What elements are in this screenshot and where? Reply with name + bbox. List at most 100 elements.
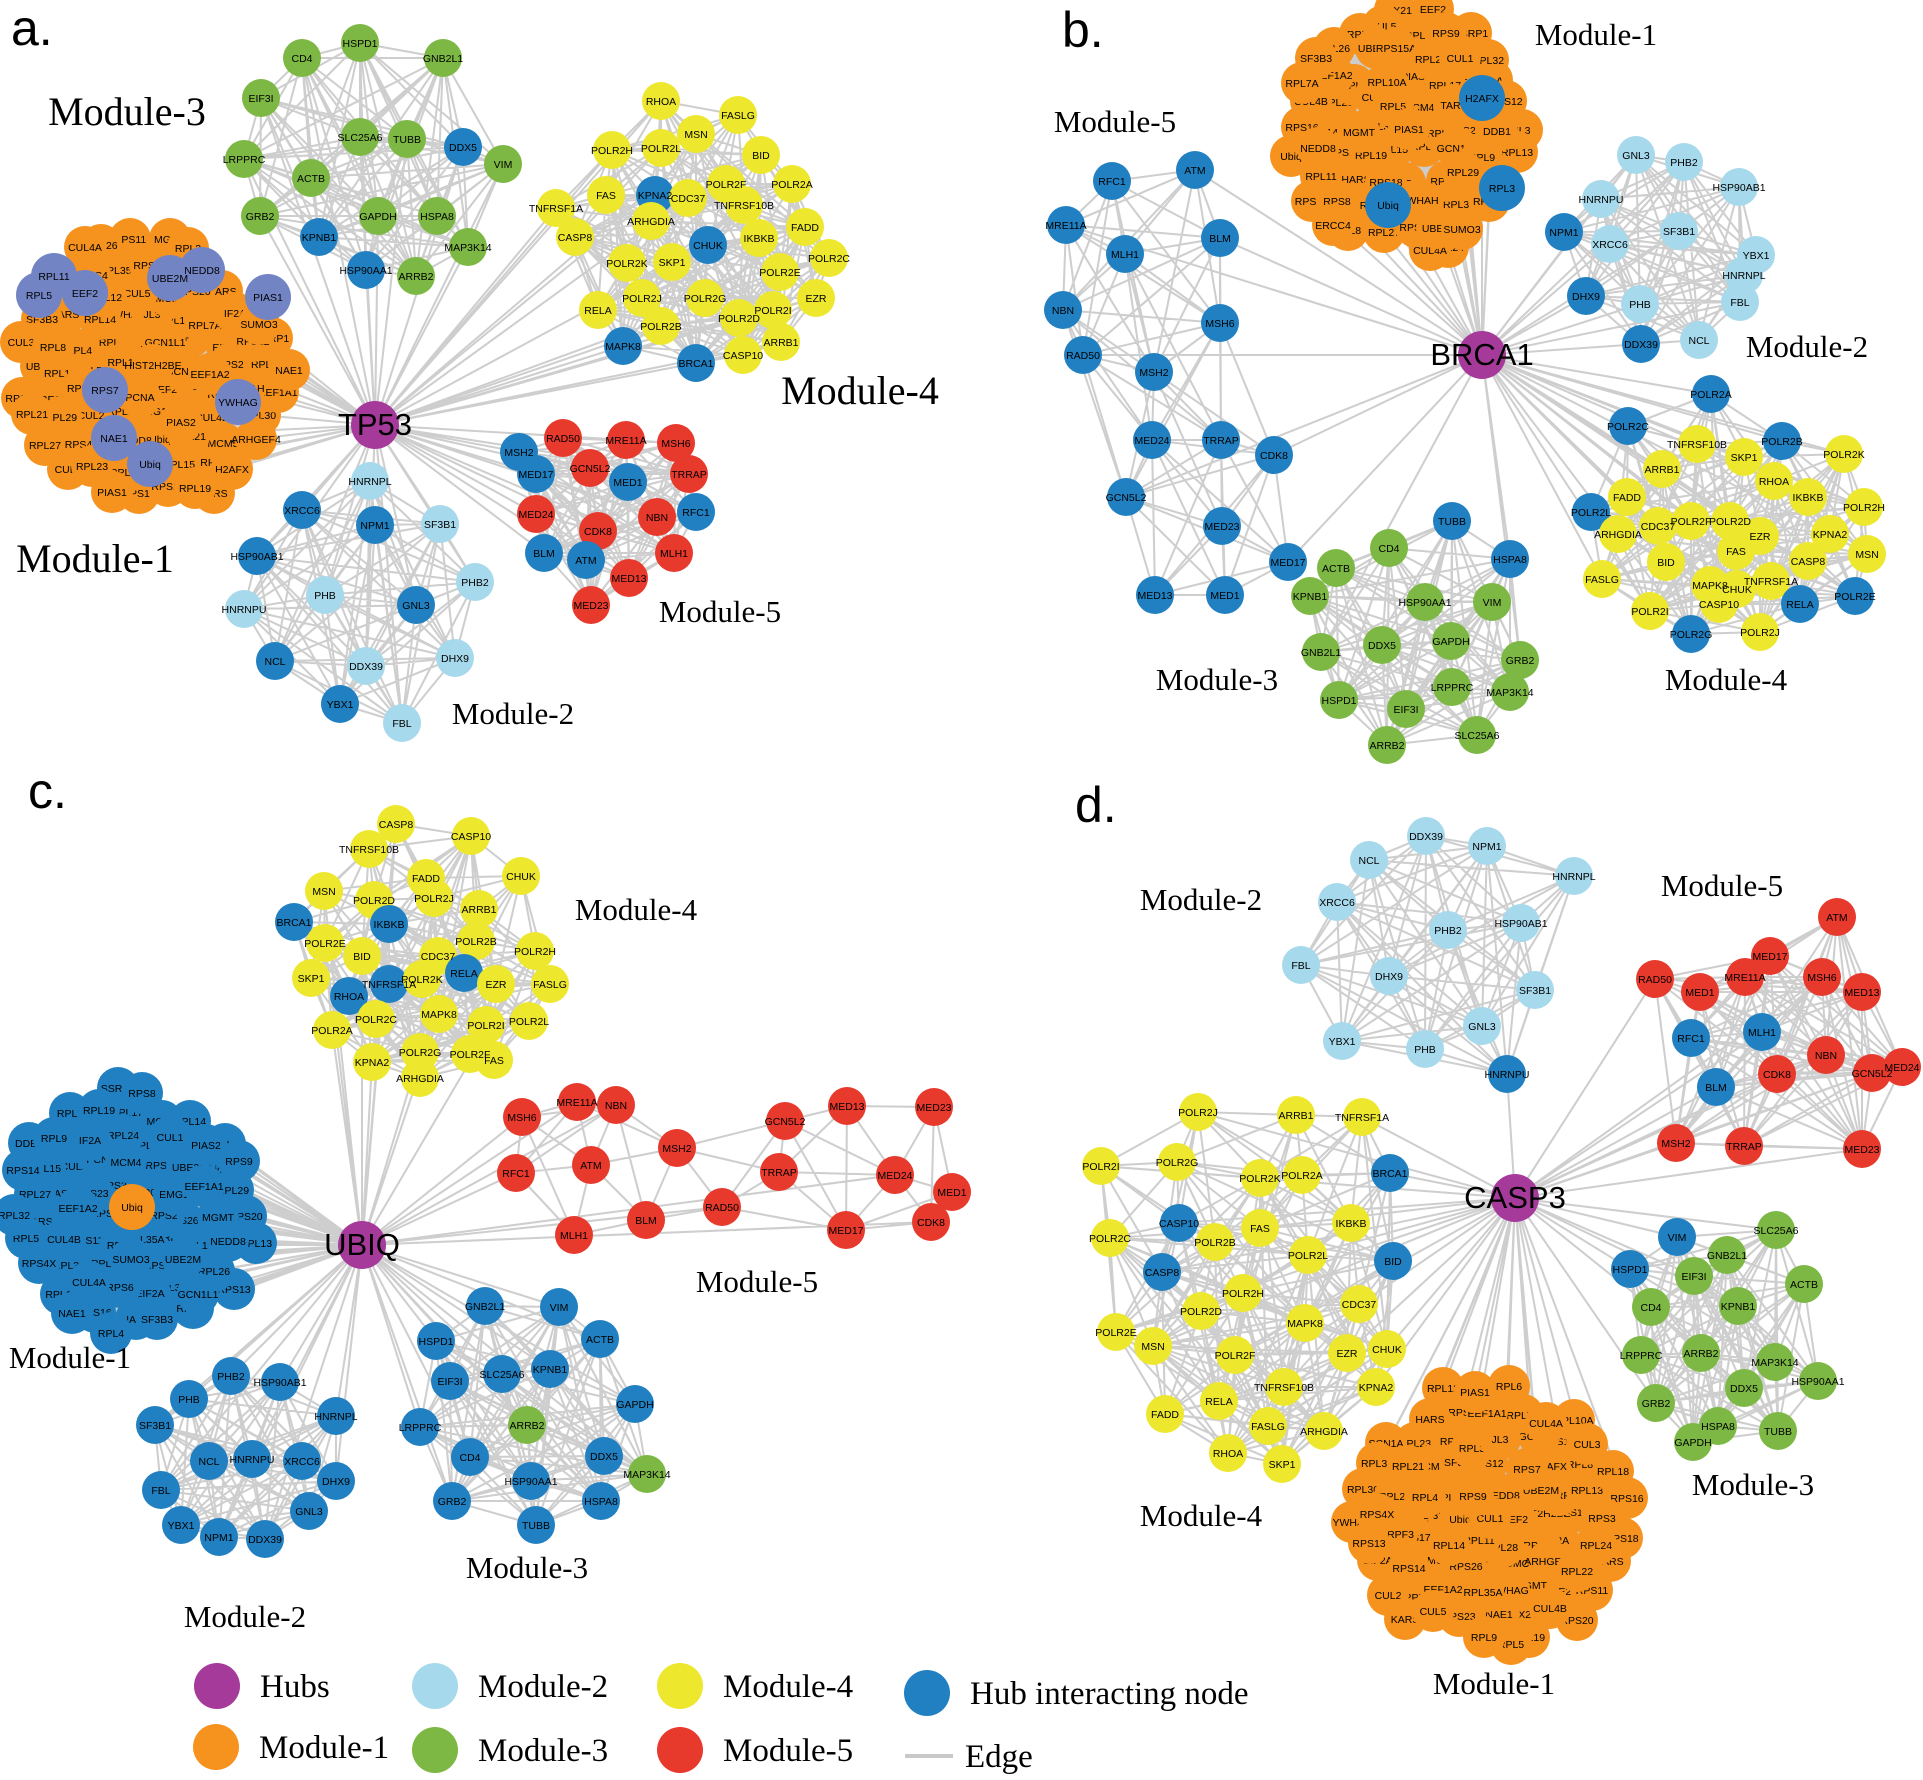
svg-text:CUL3: CUL3 [8,337,35,349]
svg-text:DDX5: DDX5 [1368,640,1396,652]
svg-text:PHB: PHB [1414,1044,1436,1056]
svg-text:RPS7: RPS7 [1513,1464,1541,1476]
svg-text:RFC1: RFC1 [682,507,710,519]
svg-text:DDX39: DDX39 [349,661,383,673]
svg-text:CUL4B: CUL4B [1533,1603,1567,1615]
svg-text:HSP90AA1: HSP90AA1 [1791,1376,1844,1388]
svg-text:POLR2F: POLR2F [450,1049,491,1061]
svg-text:KPNA2: KPNA2 [1359,1382,1394,1394]
svg-text:RPL24: RPL24 [1580,1540,1612,1552]
svg-text:RPL22: RPL22 [1561,1566,1593,1578]
svg-text:MSH2: MSH2 [1661,1138,1690,1150]
svg-text:RPS14: RPS14 [6,1165,39,1177]
svg-text:CHUK: CHUK [506,871,536,883]
svg-text:ATM: ATM [580,1160,601,1172]
svg-text:KPNB1: KPNB1 [302,232,337,244]
svg-text:RPL29: RPL29 [217,1185,249,1197]
svg-text:POLR2J: POLR2J [1740,627,1780,639]
svg-text:ARRB1: ARRB1 [1644,464,1679,476]
svg-text:TNFRSF1A: TNFRSF1A [529,203,583,215]
svg-text:TUBB: TUBB [522,1520,550,1532]
svg-text:CUL5: CUL5 [124,288,151,300]
svg-text:Ubiq: Ubiq [1280,151,1302,163]
svg-text:PCNA: PCNA [125,392,154,404]
svg-text:SKP1: SKP1 [1731,452,1758,464]
svg-text:CASP8: CASP8 [379,819,414,831]
svg-text:MAP3K14: MAP3K14 [1751,1357,1798,1369]
svg-text:MLH1: MLH1 [660,548,688,560]
svg-text:NPM1: NPM1 [204,1532,233,1544]
svg-text:Ubiq: Ubiq [1449,1514,1471,1526]
svg-text:c.: c. [28,763,67,819]
svg-text:MSN: MSN [1141,1341,1164,1353]
svg-text:YWHAG: YWHAG [218,397,258,409]
svg-text:DDX5: DDX5 [449,142,477,154]
svg-text:POLR2F: POLR2F [706,179,747,191]
svg-text:RAD50: RAD50 [1066,350,1100,362]
svg-text:DHX9: DHX9 [441,653,469,665]
svg-text:HARS: HARS [1341,174,1370,186]
svg-text:MAP3K14: MAP3K14 [444,242,491,254]
svg-text:CASP8: CASP8 [1791,556,1826,568]
svg-text:CHUK: CHUK [1722,584,1752,596]
svg-text:NBN: NBN [646,512,668,524]
svg-text:IKBKB: IKBKB [1793,492,1824,504]
svg-text:ACTB: ACTB [586,1334,614,1346]
svg-text:LRPPRC: LRPPRC [1620,1350,1663,1362]
svg-text:POLR2G: POLR2G [399,1047,442,1059]
svg-text:TNFRSF10B: TNFRSF10B [1254,1382,1314,1394]
svg-text:Module-3: Module-3 [1692,1467,1814,1502]
svg-text:GRB2: GRB2 [438,1496,467,1508]
svg-text:ARRB2: ARRB2 [509,1420,544,1432]
svg-text:IF2A: IF2A [79,1135,101,1147]
svg-text:CASP3: CASP3 [1464,1180,1566,1215]
svg-text:FASLG: FASLG [1585,574,1619,586]
svg-text:GRB2: GRB2 [246,211,275,223]
svg-text:EEF2: EEF2 [72,288,98,300]
svg-text:MED13: MED13 [1844,987,1879,999]
svg-text:RPL27: RPL27 [1368,227,1400,239]
svg-text:SLC25A6: SLC25A6 [338,132,383,144]
svg-text:RPS9: RPS9 [1459,1491,1487,1503]
svg-text:FASLG: FASLG [1251,1421,1285,1433]
svg-text:Module-4: Module-4 [723,1669,853,1705]
svg-text:CDC37: CDC37 [671,193,706,205]
svg-text:RHOA: RHOA [1213,1448,1243,1460]
svg-text:TNFRSF10B: TNFRSF10B [1667,439,1727,451]
svg-text:Module-3: Module-3 [48,89,206,134]
svg-text:POLR2D: POLR2D [718,313,760,325]
svg-text:POLR2E: POLR2E [1095,1327,1136,1339]
svg-text:Module-5: Module-5 [659,594,781,629]
svg-text:RPL24: RPL24 [107,1130,139,1142]
svg-text:BLM: BLM [635,1215,657,1227]
svg-text:RPL5: RPL5 [1498,1639,1524,1651]
svg-text:MCM5: MCM5 [208,438,239,450]
svg-text:Module-5: Module-5 [1054,104,1176,139]
svg-text:Module-4: Module-4 [575,892,698,927]
svg-text:MAPK8: MAPK8 [421,1009,457,1021]
svg-text:CUL3: CUL3 [1574,1439,1601,1451]
svg-text:XRCC6: XRCC6 [284,505,320,517]
svg-text:SLC25A6: SLC25A6 [1754,1225,1799,1237]
svg-text:RPS8: RPS8 [128,1088,156,1100]
svg-text:CHUK: CHUK [1372,1344,1402,1356]
svg-text:ERCC4: ERCC4 [1315,220,1351,232]
svg-text:YBX1: YBX1 [1743,250,1770,262]
svg-text:RPL4: RPL4 [98,1328,124,1340]
svg-text:ACTB: ACTB [1790,1279,1818,1291]
svg-text:MED23: MED23 [1844,1144,1879,1156]
svg-text:KPNB1: KPNB1 [1721,1301,1756,1313]
svg-text:RPS9: RPS9 [225,1156,253,1168]
svg-text:Module-4: Module-4 [1665,662,1788,697]
svg-text:DDX39: DDX39 [1624,339,1658,351]
svg-text:RPL3: RPL3 [1489,183,1515,195]
svg-text:Hub interacting node: Hub interacting node [970,1676,1249,1712]
svg-text:CUL2: CUL2 [78,410,105,422]
svg-text:POLR2K: POLR2K [606,258,647,270]
svg-text:RPL5: RPL5 [26,290,52,302]
svg-text:POLR2H: POLR2H [514,946,556,958]
svg-text:RHOA: RHOA [1759,476,1789,488]
svg-text:GNL3: GNL3 [1468,1021,1496,1033]
svg-text:CDK8: CDK8 [1260,450,1288,462]
svg-text:VIM: VIM [550,1302,569,1314]
